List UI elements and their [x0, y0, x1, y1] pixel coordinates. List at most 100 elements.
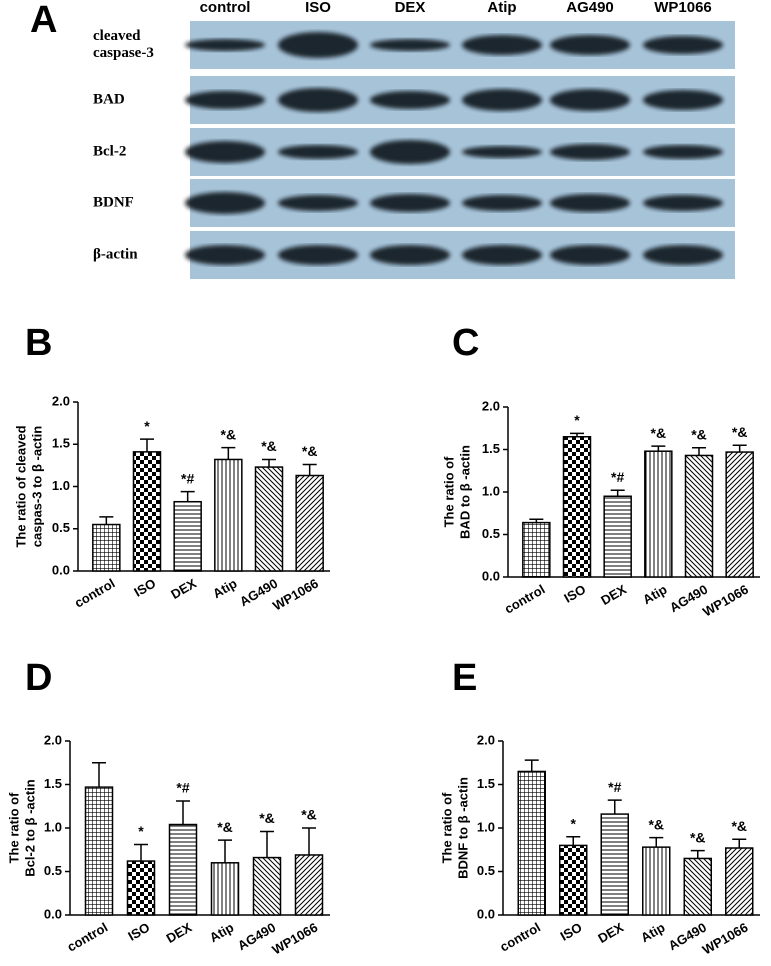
blot-band	[370, 91, 450, 109]
annotation: *&	[217, 819, 233, 835]
error-bar	[302, 463, 317, 476]
annotation: *	[574, 412, 580, 428]
annotation: *&	[732, 424, 748, 440]
x-tick-label: ISO	[131, 576, 158, 600]
error-bar	[221, 446, 236, 460]
error-bar	[692, 447, 706, 456]
y-axis-label: The ratio of	[441, 456, 456, 527]
blot-band	[550, 144, 630, 160]
y-tick-label: 1.5	[482, 441, 500, 456]
bar	[522, 521, 551, 578]
annotation: *&	[259, 810, 275, 826]
error-bar	[302, 827, 316, 855]
blot-band	[550, 194, 630, 212]
row-label: BDNF	[93, 194, 134, 210]
bar	[725, 847, 754, 916]
error-bar	[262, 458, 276, 468]
lane-label: control	[200, 0, 251, 16]
error-bar	[99, 516, 114, 525]
x-tick-label: WP1066	[700, 582, 751, 620]
y-tick-label: 1.0	[477, 819, 495, 834]
blot-band	[550, 89, 630, 111]
blot-band	[278, 32, 358, 58]
bar	[254, 466, 284, 572]
blot-band	[278, 245, 358, 265]
y-tick-label: 2.0	[52, 393, 70, 408]
error-bar	[732, 838, 747, 849]
x-tick-label: DEX	[168, 575, 199, 602]
bar	[84, 786, 114, 916]
annotation: *&	[691, 427, 707, 443]
blot-band	[278, 195, 358, 211]
panel-letter: B	[25, 322, 52, 364]
y-tick-label: 2.0	[477, 732, 495, 747]
bar	[683, 857, 712, 916]
y-tick-label: 0.0	[482, 568, 500, 583]
lane-label: DEX	[395, 0, 426, 16]
bar	[132, 451, 162, 572]
y-tick-label: 0.5	[52, 520, 70, 535]
annotation: *&	[261, 438, 277, 454]
x-tick-label: Atip	[638, 920, 667, 946]
blot-band	[185, 39, 265, 51]
blot-band	[185, 91, 265, 109]
blot-band	[643, 245, 723, 265]
y-tick-label: 0.0	[477, 906, 495, 921]
error-bar	[524, 759, 539, 772]
error-bar	[218, 839, 232, 863]
x-tick-label: ISO	[561, 582, 588, 606]
error-bar	[134, 843, 148, 862]
blot-band	[185, 192, 265, 214]
x-tick-label: ISO	[558, 920, 585, 944]
x-tick-label: WP1066	[270, 576, 321, 614]
error-bar	[92, 762, 106, 788]
y-tick-label: 0.5	[44, 863, 62, 878]
annotation: *&	[690, 829, 706, 845]
blot-band	[550, 35, 630, 55]
y-axis-label: The ratio of	[6, 792, 21, 863]
y-tick-label: 1.0	[44, 819, 62, 834]
x-tick-label: WP1066	[700, 920, 751, 958]
annotation: *&	[648, 816, 664, 832]
panel-letter: D	[25, 657, 52, 699]
error-bar	[176, 800, 190, 825]
x-tick-label: control	[72, 576, 118, 611]
panel-letter: E	[452, 657, 477, 699]
error-bar	[566, 835, 581, 846]
annotation: *&	[302, 443, 318, 459]
error-bar	[260, 830, 274, 858]
blot-band	[185, 245, 265, 265]
annotation: *&	[731, 818, 747, 834]
panel-letter: C	[452, 322, 479, 364]
y-axis-label: caspas-3 to β -actin	[29, 426, 44, 547]
blot-band	[643, 145, 723, 159]
y-axis-label: Bcl-2 to β -actin	[22, 779, 37, 877]
blot-band	[278, 88, 358, 112]
annotation: *#	[608, 779, 621, 795]
y-tick-label: 0.5	[482, 526, 500, 541]
lane-label: Atip	[487, 0, 516, 16]
blot-band	[462, 245, 542, 265]
annotation: *&	[651, 425, 667, 441]
y-tick-label: 0.0	[52, 562, 70, 577]
error-bar	[690, 849, 705, 859]
annotation: *	[138, 823, 144, 839]
annotation: *&	[301, 807, 317, 823]
bar	[214, 458, 243, 572]
y-tick-label: 0.0	[44, 906, 62, 921]
y-tick-label: 1.5	[52, 436, 70, 451]
y-axis-label: The ratio of	[439, 792, 454, 863]
blot-band	[278, 145, 358, 159]
row-label: caspase-3	[93, 45, 154, 61]
lane-label: WP1066	[654, 0, 712, 16]
bar	[684, 454, 714, 578]
blot-band	[370, 39, 450, 51]
bar	[92, 523, 121, 572]
x-tick-label: control	[502, 582, 548, 617]
bar	[252, 856, 282, 916]
bar	[295, 474, 324, 572]
error-bar	[180, 490, 195, 502]
x-tick-label: Atip	[207, 920, 236, 946]
blot-band	[462, 195, 542, 211]
annotation: *#	[176, 780, 189, 796]
